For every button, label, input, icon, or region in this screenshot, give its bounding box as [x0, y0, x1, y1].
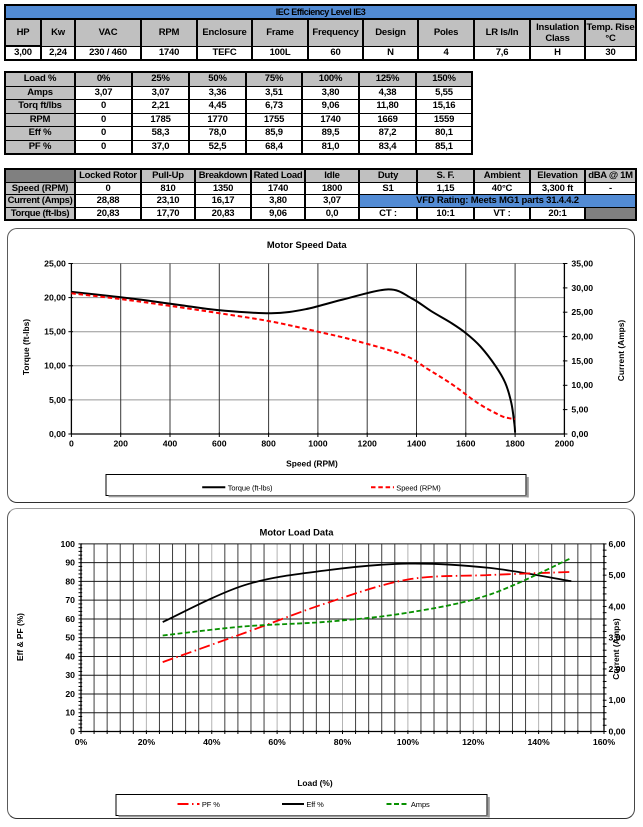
svg-text:0,00: 0,00	[609, 726, 626, 736]
svg-text:3,00: 3,00	[609, 633, 626, 643]
svg-text:Motor Load Data: Motor Load Data	[260, 526, 335, 537]
svg-text:Eff %: Eff %	[306, 800, 324, 809]
svg-text:Current (Amps): Current (Amps)	[616, 320, 626, 382]
svg-text:1200: 1200	[358, 439, 377, 449]
svg-text:40%: 40%	[203, 737, 221, 747]
svg-text:20,00: 20,00	[44, 293, 66, 303]
svg-text:15,00: 15,00	[44, 327, 66, 337]
svg-text:20%: 20%	[138, 737, 156, 747]
svg-text:1,00: 1,00	[609, 695, 626, 705]
svg-text:20: 20	[65, 689, 75, 699]
svg-text:40: 40	[65, 651, 75, 661]
svg-text:50: 50	[65, 633, 75, 643]
svg-text:Motor Speed Data: Motor Speed Data	[267, 239, 347, 250]
svg-text:PF %: PF %	[202, 800, 220, 809]
svg-text:10,00: 10,00	[44, 361, 66, 371]
svg-text:800: 800	[261, 439, 276, 449]
svg-text:2,00: 2,00	[609, 664, 626, 674]
svg-text:Torque (ft-lbs): Torque (ft-lbs)	[228, 483, 273, 492]
svg-text:1800: 1800	[505, 439, 524, 449]
svg-text:60%: 60%	[268, 737, 286, 747]
svg-text:10,00: 10,00	[571, 380, 593, 390]
svg-text:100%: 100%	[397, 737, 419, 747]
svg-text:Torque (ft-lbs): Torque (ft-lbs)	[21, 319, 31, 375]
svg-text:Speed (RPM): Speed (RPM)	[286, 458, 338, 468]
svg-text:160%: 160%	[593, 737, 615, 747]
svg-text:0,00: 0,00	[49, 429, 66, 439]
svg-text:600: 600	[212, 439, 227, 449]
svg-text:25,00: 25,00	[44, 258, 66, 268]
svg-text:Current (Amps): Current (Amps)	[611, 618, 621, 680]
svg-text:100: 100	[61, 539, 76, 549]
svg-text:1600: 1600	[456, 439, 475, 449]
svg-text:0%: 0%	[75, 737, 88, 747]
svg-text:30,00: 30,00	[571, 283, 593, 293]
svg-text:200: 200	[113, 439, 128, 449]
svg-text:Amps: Amps	[411, 800, 430, 809]
svg-text:10: 10	[65, 708, 75, 718]
svg-text:30: 30	[65, 670, 75, 680]
svg-text:25,00: 25,00	[571, 307, 593, 317]
svg-text:400: 400	[163, 439, 178, 449]
svg-text:60: 60	[65, 614, 75, 624]
svg-text:5,00: 5,00	[49, 395, 66, 405]
svg-text:0: 0	[70, 726, 75, 736]
svg-text:2000: 2000	[555, 439, 574, 449]
svg-text:70: 70	[65, 595, 75, 605]
svg-text:6,00: 6,00	[609, 539, 626, 549]
svg-text:140%: 140%	[527, 737, 549, 747]
svg-text:0,00: 0,00	[571, 429, 588, 439]
svg-text:5,00: 5,00	[609, 570, 626, 580]
svg-text:0: 0	[69, 439, 74, 449]
svg-text:Eff & PF (%): Eff & PF (%)	[15, 613, 25, 661]
svg-text:20,00: 20,00	[571, 332, 593, 342]
svg-text:80: 80	[65, 576, 75, 586]
svg-text:4,00: 4,00	[609, 601, 626, 611]
svg-text:Speed (RPM): Speed (RPM)	[396, 483, 441, 492]
svg-text:15,00: 15,00	[571, 356, 593, 366]
svg-text:120%: 120%	[462, 737, 484, 747]
svg-text:1000: 1000	[308, 439, 327, 449]
svg-text:35,00: 35,00	[571, 258, 593, 268]
svg-text:5,00: 5,00	[571, 405, 588, 415]
svg-text:1400: 1400	[407, 439, 426, 449]
svg-text:90: 90	[65, 558, 75, 568]
svg-text:Load (%): Load (%)	[297, 778, 333, 788]
svg-text:80%: 80%	[334, 737, 352, 747]
